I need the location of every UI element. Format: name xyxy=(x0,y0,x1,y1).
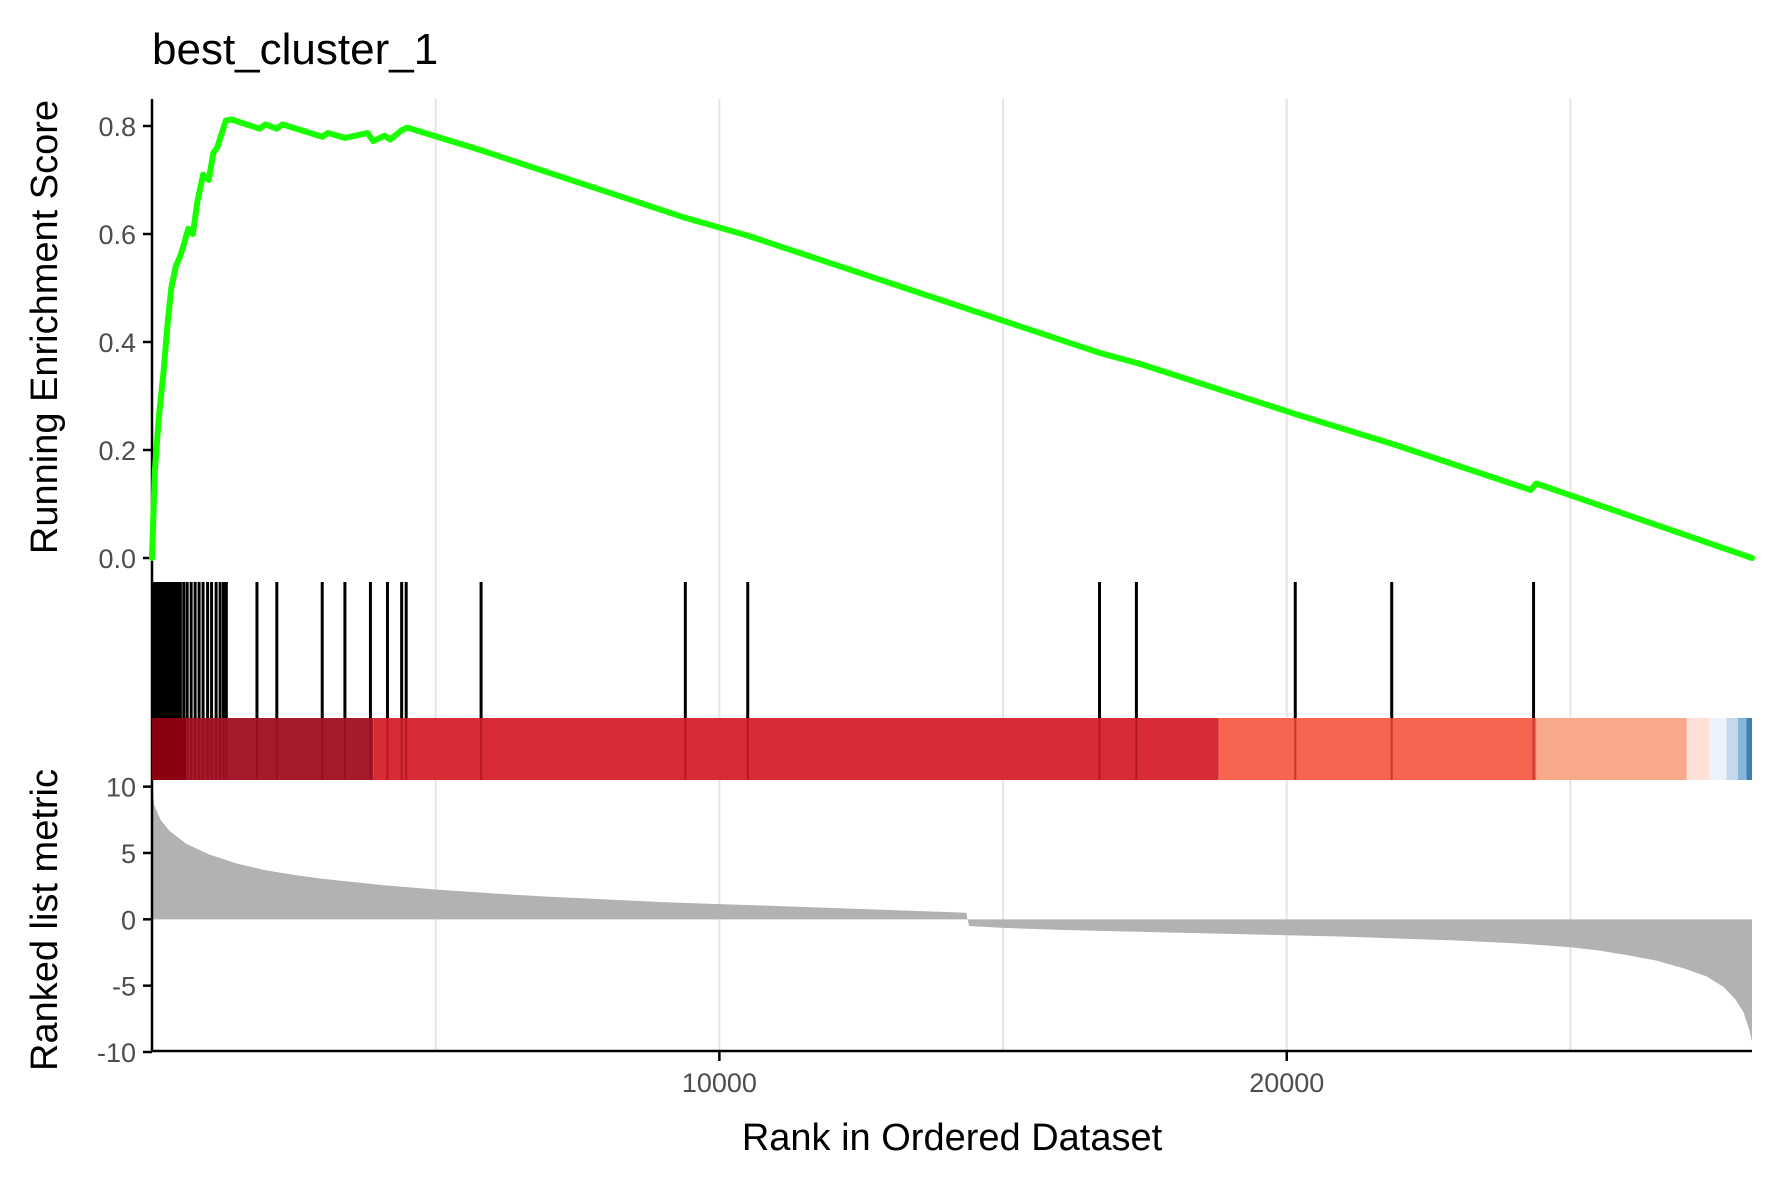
metric-y-axis-label: Ranked list metric xyxy=(24,769,66,1071)
color-bar-segment xyxy=(1746,718,1752,780)
x-tick-label: 10000 xyxy=(682,1068,757,1098)
enrichment-score-line xyxy=(149,116,1755,561)
y-tick-label: -10 xyxy=(97,1038,136,1068)
y-tick-label: 0 xyxy=(121,905,136,935)
x-axis-label: Rank in Ordered Dataset xyxy=(742,1117,1163,1159)
color-bar-segment xyxy=(1536,718,1687,780)
x-tick-label: 20000 xyxy=(1249,1068,1324,1098)
metric-y-ticks: 10 5 0 -5 -10 xyxy=(97,773,152,1068)
color-bar-segment xyxy=(152,718,187,780)
y-tick-label: 0.0 xyxy=(98,544,136,574)
enrichment-y-axis-label: Running Enrichment Score xyxy=(24,100,66,554)
x-ticks: 10000 20000 xyxy=(682,1052,1324,1098)
enrichment-panel: 0.0 0.2 0.4 0.6 0.8 Running Enrichment Score xyxy=(24,99,1755,582)
color-bar-segment xyxy=(1726,718,1738,780)
metric-panel: 10 5 0 -5 -10 Ranked list metric xyxy=(24,769,1752,1071)
color-bar-segment xyxy=(1709,718,1727,780)
y-tick-label: 0.8 xyxy=(98,112,136,142)
y-tick-label: 0.2 xyxy=(98,436,136,466)
hits-panel xyxy=(150,582,1572,780)
y-tick-label: 0.6 xyxy=(98,220,136,250)
y-tick-label: 10 xyxy=(106,773,136,803)
chart-title: best_cluster_1 xyxy=(152,25,438,74)
color-bar-segment xyxy=(1686,718,1710,780)
enrichment-gridlines xyxy=(434,99,1572,582)
color-bar-segment xyxy=(1218,718,1537,780)
color-bar-segment xyxy=(186,718,374,780)
y-tick-label: 5 xyxy=(121,839,136,869)
y-tick-label: 0.4 xyxy=(98,328,136,358)
hits-gridlines xyxy=(434,582,1572,718)
rank-color-bar xyxy=(151,718,1752,780)
color-bar-segment xyxy=(373,718,1219,780)
enrichment-y-ticks: 0.0 0.2 0.4 0.6 0.8 xyxy=(98,112,152,574)
y-tick-label: -5 xyxy=(112,972,136,1002)
ranked-metric-area xyxy=(152,780,1752,1042)
gene-hit-lines xyxy=(151,582,1536,718)
color-bar-segment xyxy=(1737,718,1747,780)
